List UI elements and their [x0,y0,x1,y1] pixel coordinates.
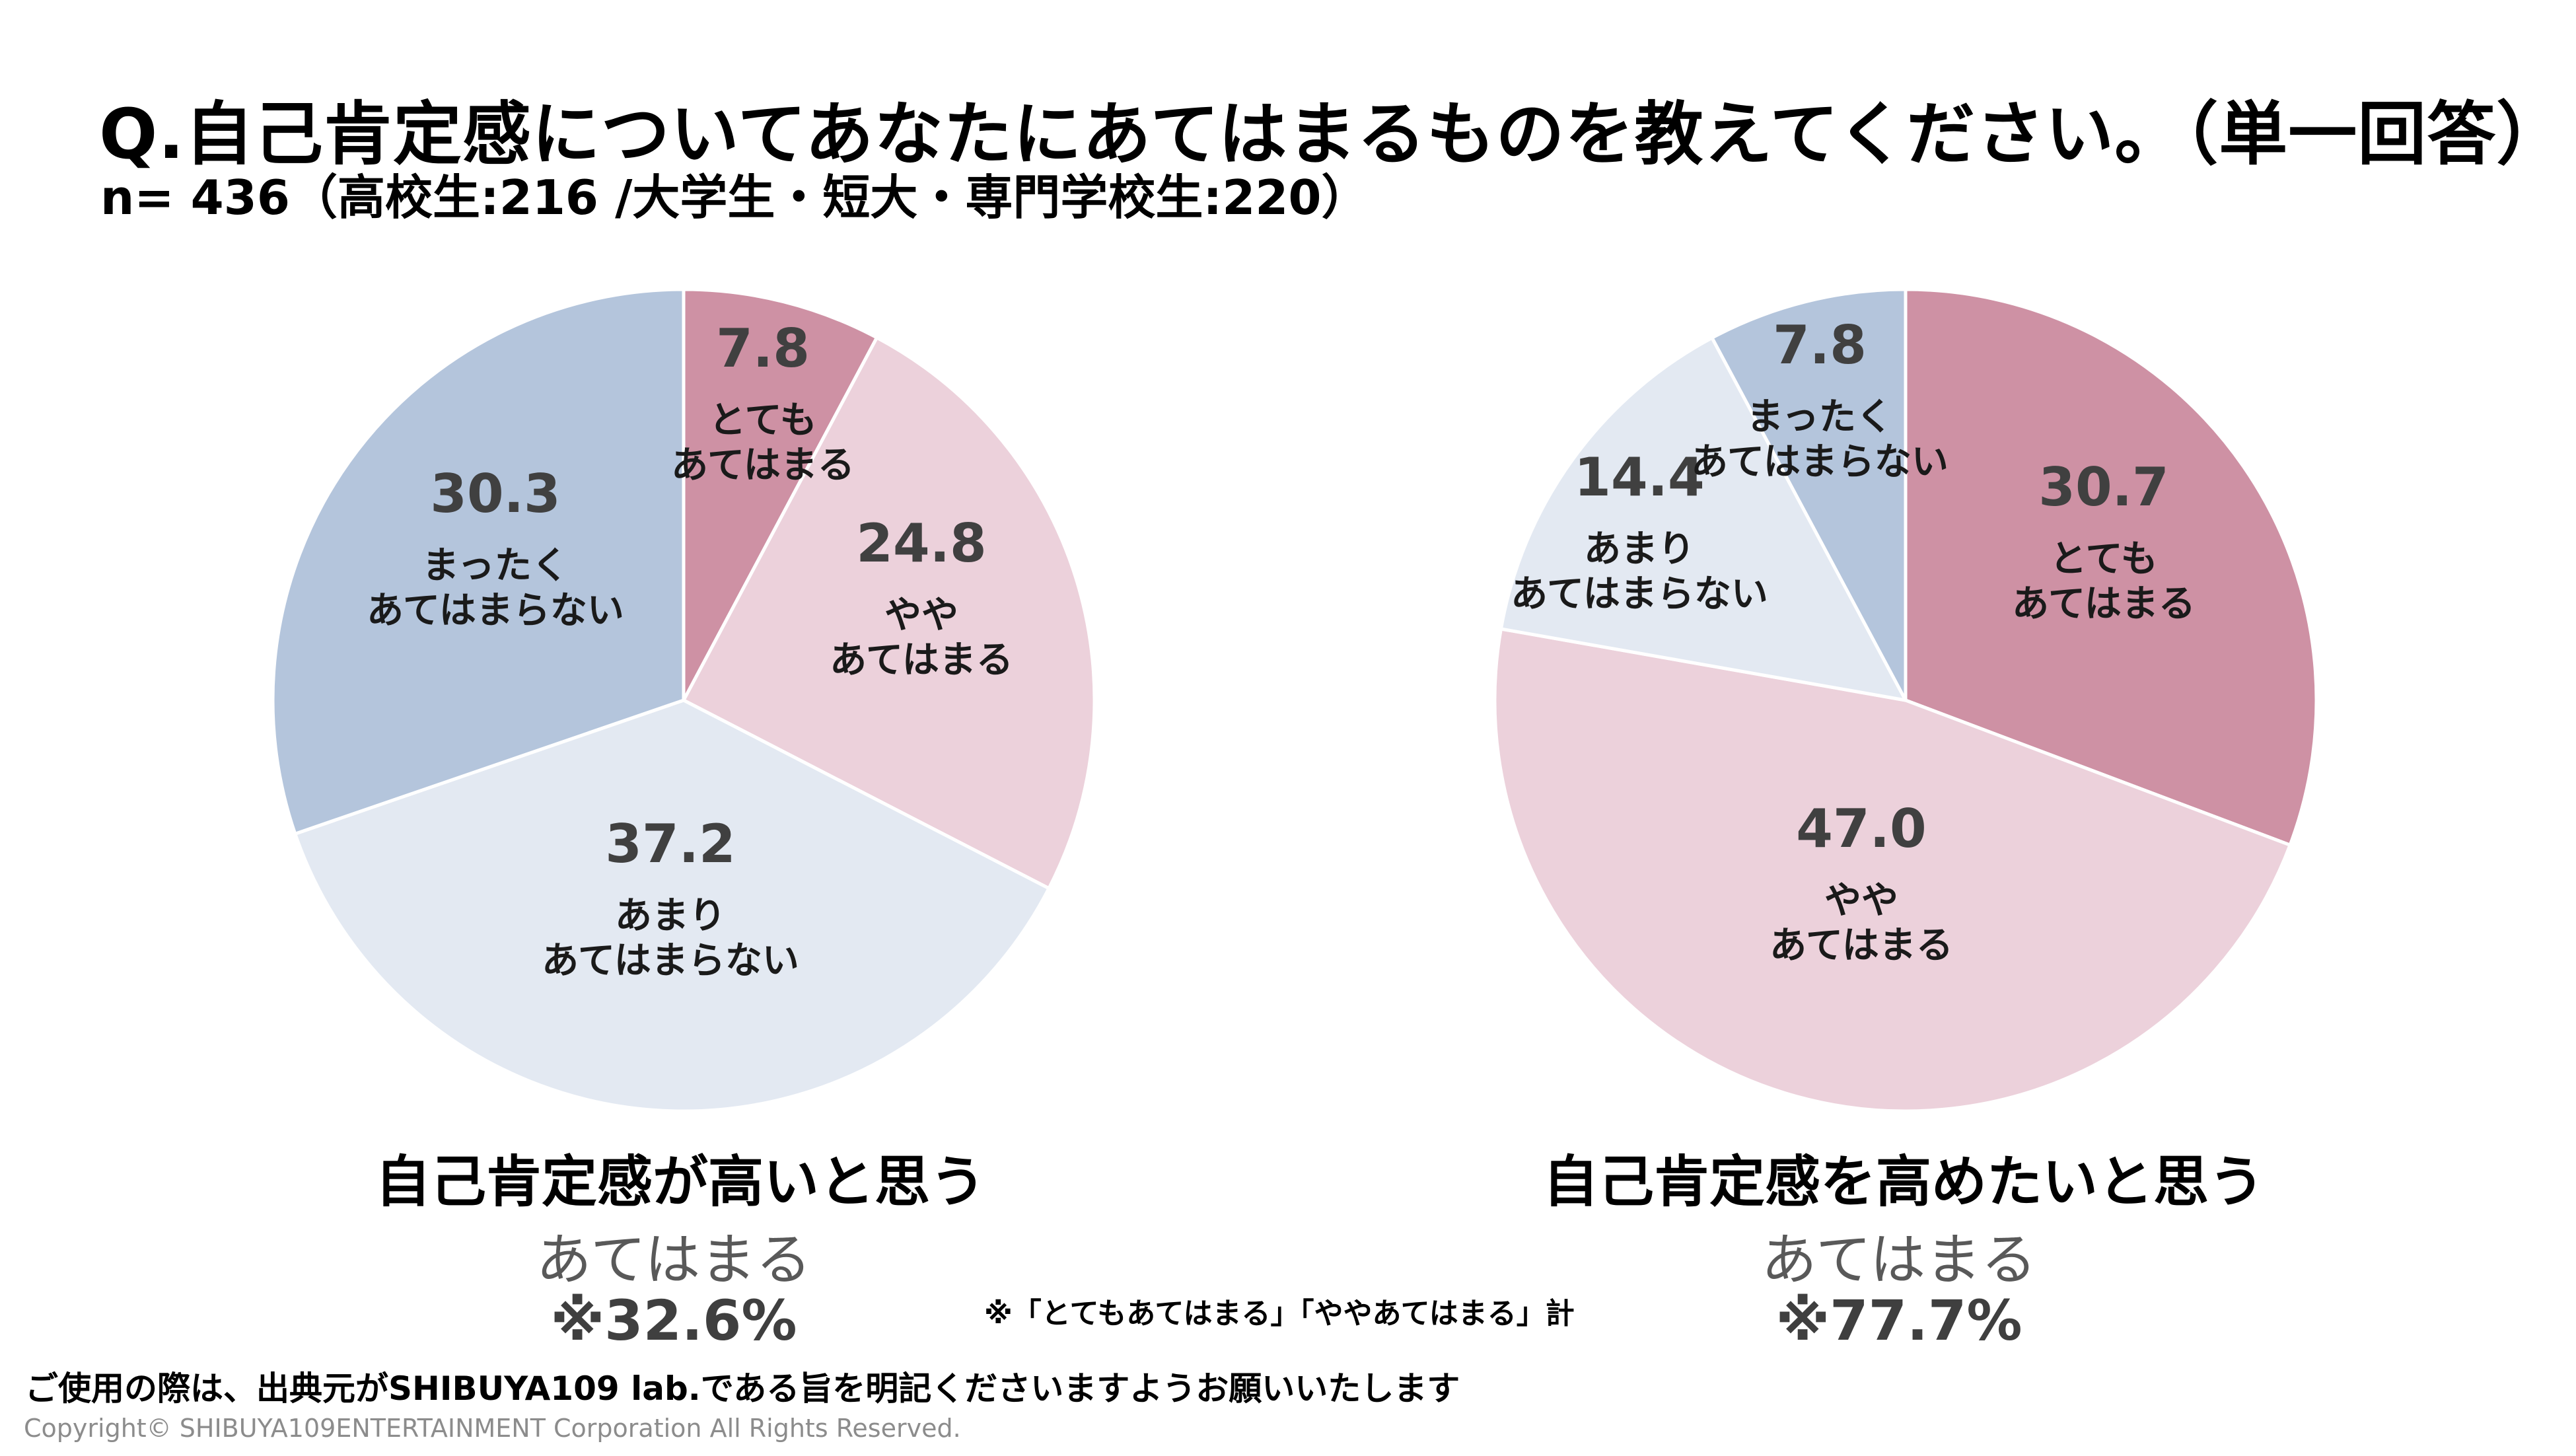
slice-value-label: 30.3 [430,463,560,525]
slice-value-label: 37.2 [605,813,735,875]
slice-category-label: あてはまらない [1691,441,1949,484]
pie-slice-0-3 [271,287,686,836]
slice-category-label: とても [2050,538,2158,581]
pie-slice-1-1 [1493,627,2293,1113]
slice-category-label: あてはまらない [367,589,624,632]
chart-title-left: 自己肯定感が高いと思う [375,1149,985,1214]
slice-category-label: やや [1824,879,1898,922]
slice-category-label: やや [884,594,958,637]
slice-category-label: あてはまらない [1511,573,1768,616]
pie-slice-0-0 [682,287,879,702]
summary-label-right: あてはまる [1761,1227,2037,1292]
pie-chart-want-raise-self-esteem: 30.7とてもあてはまる47.0ややあてはまる14.4あまりあてはまらない7.8… [1493,287,2318,1113]
slice-value-label: 7.8 [1773,314,1867,376]
slice-category-label: あてはまらない [542,939,799,982]
slice-category-label: あてはまる [2012,583,2196,626]
pie-slice-0-2 [293,698,1052,1113]
slice-value-label: 30.7 [2038,456,2168,518]
summary-label-left: あてはまる [536,1227,812,1292]
summary-value-right: ※77.7% [1775,1288,2022,1353]
pie-chart-self-esteem-high: 7.8とてもあてはまる24.8ややあてはまる37.2あまりあてはまらない30.3… [271,287,1096,1113]
question-title: Q.自己肯定感についてあなたにあてはまるものを教えてください。（単一回答） [99,94,2566,174]
chart-title-right: 自己肯定感を高めたいと思う [1542,1149,2264,1214]
pie-slice-1-3 [1709,287,1908,702]
slice-category-label: あてはまる [830,639,1013,682]
copyright: Copyright© SHIBUYA109ENTERTAINMENT Corpo… [24,1414,961,1443]
usage-notice: ご使用の際は、出典元がSHIBUYA109 lab.である旨を明記くださいますよ… [25,1369,1460,1408]
slice-value-label: 47.0 [1796,798,1926,859]
slice-category-label: まったく [1746,396,1893,439]
summary-value-left: ※32.6% [550,1288,797,1353]
slice-value-label: 24.8 [856,513,986,574]
slice-category-label: あまり [1584,528,1695,571]
pie-slice-1-2 [1499,335,1909,703]
slice-category-label: あまり [615,894,726,937]
pie-slice-0-1 [681,335,1096,891]
pie-slice-1-0 [1904,287,2318,848]
sum-note: ※「とてもあてはまる」「ややあてはまる」計 [984,1297,1575,1330]
sample-size: n= 436（高校生:216 /大学生・短大・専門学校生:220） [100,170,1369,225]
slice-category-label: あてはまる [1770,924,1953,967]
slice-category-label: まったく [422,544,569,587]
slice-value-label: 7.8 [716,318,810,379]
slice-category-label: あてはまる [671,444,855,487]
slice-category-label: とても [709,399,817,442]
slice-value-label: 14.4 [1574,447,1704,508]
